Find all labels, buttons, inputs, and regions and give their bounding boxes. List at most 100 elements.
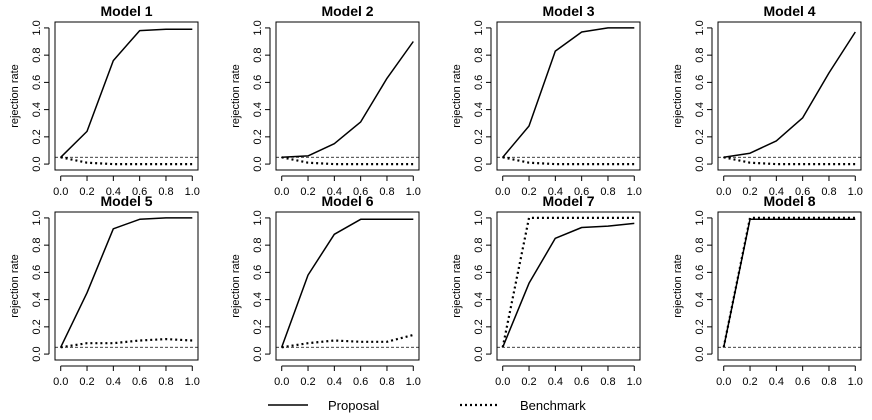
y-tick-label: 0.0 <box>31 156 43 171</box>
x-tick-label: 0.4 <box>769 376 784 388</box>
series-line-benchmark <box>281 333 414 349</box>
y-tick-label: 0.8 <box>31 48 43 63</box>
y-tick-label: 1.0 <box>31 20 43 35</box>
series-line-proposal <box>502 27 635 158</box>
plot-frame <box>54 21 199 171</box>
y-tick-label: 0.2 <box>31 319 43 334</box>
y-axis-label: rejection rate <box>230 254 242 318</box>
panel-title: Model 2 <box>321 3 373 19</box>
x-tick-label: 0.6 <box>795 376 810 388</box>
y-tick-label: 0.8 <box>252 48 264 63</box>
panel-8: Model 8 0.0 0.2 0.4 0.6 0.8 1.0 0.0 0.2 0.4 0.6 0.8… <box>672 193 863 388</box>
y-tick-label: 0.6 <box>694 265 706 280</box>
legend: Proposal Benchmark <box>268 398 586 413</box>
y-axis-label: rejection rate <box>672 254 684 318</box>
x-tick-label: 1.0 <box>627 376 642 388</box>
y-tick-label: 0.4 <box>694 292 706 307</box>
x-tick-label: 0.8 <box>379 376 394 388</box>
series-line-proposal <box>723 31 856 159</box>
y-tick-label: 0.6 <box>473 265 485 280</box>
x-tick-label: 0.2 <box>742 186 757 198</box>
y-tick-label: 0.0 <box>252 346 264 361</box>
y-tick-label: 1.0 <box>473 20 485 35</box>
x-tick-label: 0.6 <box>132 186 147 198</box>
y-tick-label: 0.6 <box>31 265 43 280</box>
series-line-benchmark <box>60 338 193 349</box>
x-tick-label: 0.0 <box>495 376 510 388</box>
series-line-benchmark <box>501 216 635 348</box>
x-tick-label: 0.8 <box>600 186 615 198</box>
y-axis-label: rejection rate <box>9 64 21 128</box>
x-tick-label: 0.2 <box>300 186 315 198</box>
x-tick-label: 0.4 <box>548 376 563 388</box>
panel-4: Model 4 0.0 0.2 0.4 0.6 0.8 1.0 0.0 0.2 0.4 0.6 0.8… <box>672 3 863 198</box>
x-tick-label: 1.0 <box>185 376 200 388</box>
series-line-benchmark <box>722 216 856 348</box>
panel-3: Model 3 0.0 0.2 0.4 0.6 0.8 1.0 0.0 0.2 0.4 0.6 0.8… <box>451 3 642 198</box>
x-tick-label: 1.0 <box>627 186 642 198</box>
x-tick-label: 0.0 <box>716 186 731 198</box>
x-tick-label: 0.2 <box>521 186 536 198</box>
x-tick-label: 0.0 <box>716 376 731 388</box>
y-tick-label: 0.0 <box>694 346 706 361</box>
y-tick-label: 0.2 <box>694 129 706 144</box>
plot-frame <box>717 21 862 171</box>
x-tick-label: 0.4 <box>548 186 563 198</box>
x-tick-label: 0.8 <box>821 376 836 388</box>
y-tick-label: 0.0 <box>694 156 706 171</box>
y-tick-label: 0.8 <box>31 238 43 253</box>
x-tick-label: 0.8 <box>158 186 173 198</box>
series-line-proposal <box>722 218 856 348</box>
x-tick-label: 0.4 <box>106 376 121 388</box>
x-tick-label: 0.0 <box>53 186 68 198</box>
series-line-proposal <box>60 217 193 348</box>
y-tick-label: 0.4 <box>31 292 43 307</box>
plot-frame <box>54 211 199 361</box>
y-axis-label: rejection rate <box>230 64 242 128</box>
panel-title: Model 7 <box>542 193 594 209</box>
y-tick-label: 0.0 <box>473 156 485 171</box>
x-tick-label: 0.0 <box>274 376 289 388</box>
y-tick-label: 0.2 <box>252 129 264 144</box>
x-tick-label: 0.8 <box>379 186 394 198</box>
x-tick-label: 0.2 <box>521 376 536 388</box>
panel-title: Model 5 <box>100 193 152 209</box>
y-tick-label: 0.4 <box>694 102 706 117</box>
x-tick-label: 0.6 <box>574 186 589 198</box>
x-tick-label: 0.8 <box>600 376 615 388</box>
series-line-benchmark <box>281 156 414 166</box>
x-tick-label: 0.2 <box>300 376 315 388</box>
panel-2: Model 2 0.0 0.2 0.4 0.6 0.8 1.0 0.0 0.2 0.4 0.6 0.8… <box>230 3 421 198</box>
legend-label-benchmark: Benchmark <box>520 398 586 413</box>
y-tick-label: 0.0 <box>31 346 43 361</box>
y-tick-label: 0.4 <box>473 102 485 117</box>
panel-6: Model 6 0.0 0.2 0.4 0.6 0.8 1.0 0.0 0.2 0.4 0.6 0.8… <box>230 193 421 388</box>
legend-label-proposal: Proposal <box>328 398 379 413</box>
y-tick-label: 0.6 <box>31 75 43 90</box>
y-axis-label: rejection rate <box>451 64 463 128</box>
x-tick-label: 1.0 <box>848 186 863 198</box>
panel-title: Model 8 <box>763 193 815 209</box>
series-line-benchmark <box>723 156 856 166</box>
series-line-proposal <box>280 218 414 348</box>
x-tick-label: 0.0 <box>53 376 68 388</box>
x-tick-label: 1.0 <box>406 376 421 388</box>
series-line-proposal <box>502 222 635 348</box>
y-tick-label: 1.0 <box>252 210 264 225</box>
panel-title: Model 3 <box>542 3 594 19</box>
x-tick-label: 0.6 <box>353 186 368 198</box>
panel-5: Model 5 0.0 0.2 0.4 0.6 0.8 1.0 0.0 0.2 0.4 0.6 0.8… <box>9 193 200 388</box>
y-tick-label: 0.0 <box>252 156 264 171</box>
y-tick-label: 0.8 <box>252 238 264 253</box>
x-tick-label: 0.4 <box>327 186 342 198</box>
plot-frame <box>717 211 862 361</box>
x-tick-label: 1.0 <box>406 186 421 198</box>
y-tick-label: 0.2 <box>252 319 264 334</box>
y-axis-label: rejection rate <box>9 254 21 318</box>
series-line-proposal <box>60 28 193 158</box>
plot-frame <box>496 21 641 171</box>
x-tick-label: 0.4 <box>327 376 342 388</box>
series-line-benchmark <box>502 156 635 166</box>
y-tick-label: 1.0 <box>473 210 485 225</box>
